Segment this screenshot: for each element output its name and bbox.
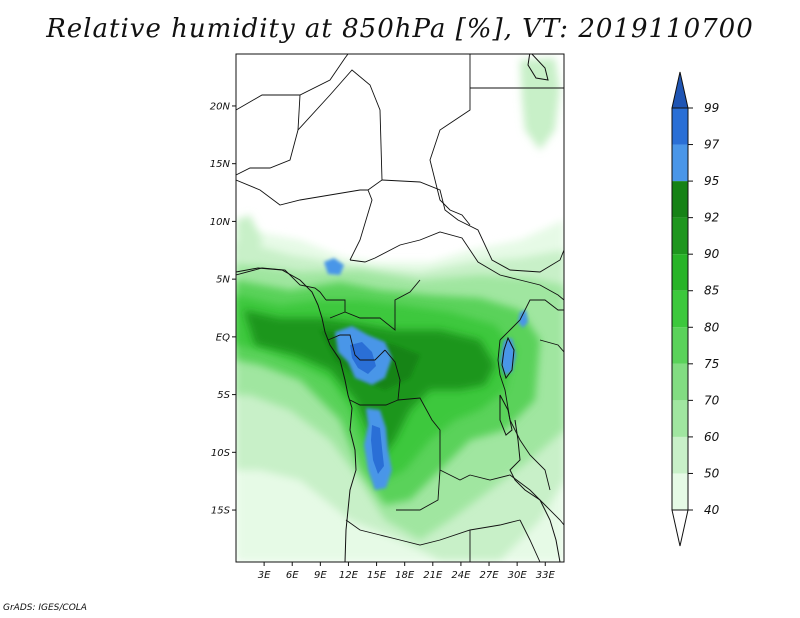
colorbar-label: 75 — [704, 357, 719, 371]
lat-tick-label: 10S — [211, 448, 231, 459]
colorbar-segment — [672, 108, 688, 145]
lon-tick-label: 15E — [367, 570, 387, 581]
lon-tick-label: 30E — [508, 570, 528, 581]
latitude-axis: 20N 15N 10N 5N EQ 5S 10S 15S — [210, 101, 236, 517]
colorbar-label: 70 — [704, 393, 720, 407]
colorbar-label: 50 — [704, 466, 720, 480]
rh-patch-97-cameroon — [324, 258, 344, 275]
chart-title: Relative humidity at 850hPa [%], VT: 201… — [46, 14, 754, 44]
lat-tick-label: EQ — [216, 332, 230, 343]
rh-patch-north-west — [236, 215, 262, 262]
colorbar-segment — [672, 400, 688, 437]
lon-tick-label: 12E — [339, 570, 359, 581]
lat-tick-label: 15N — [210, 159, 231, 170]
colorbar-frame — [671, 107, 689, 511]
colorbar-high-arrow — [671, 71, 689, 109]
rh-patch-99-angola — [371, 425, 384, 474]
coastlines — [236, 54, 561, 562]
lon-tick-label: 21E — [423, 570, 443, 581]
colorbar-segment — [672, 144, 688, 182]
credit-label: GrADS: IGES/COLA — [3, 603, 87, 613]
lon-tick-label: 24E — [451, 570, 471, 581]
colorbar-segment — [672, 181, 688, 218]
colorbar-label: 95 — [704, 174, 719, 188]
colorbar-segment — [672, 290, 688, 328]
colorbar-segment — [672, 363, 688, 401]
lon-tick-label: 6E — [286, 570, 299, 581]
map-frame — [235, 53, 565, 563]
colorbar-label: 92 — [704, 211, 719, 225]
lon-tick-label: 3E — [258, 570, 271, 581]
lon-tick-label: 33E — [536, 570, 556, 581]
lon-tick-label: 18E — [395, 570, 415, 581]
rh-patch-99-congo — [350, 342, 376, 374]
colorbar-segment — [672, 473, 688, 510]
lat-tick-label: 20N — [210, 101, 231, 112]
lon-tick-label: 27E — [480, 570, 500, 581]
colorbar: 40 50 60 70 75 80 85 90 92 95 97 99 — [671, 71, 720, 547]
lon-tick-label: 9E — [314, 570, 327, 581]
rh-patch-97-lakes-north — [518, 310, 528, 328]
humidity-field — [236, 58, 564, 562]
colorbar-label: 97 — [704, 138, 720, 152]
colorbar-label: 80 — [704, 320, 720, 334]
colorbar-low-arrow — [671, 509, 689, 547]
colorbar-segment — [672, 217, 688, 255]
longitude-axis: 3E 6E 9E 12E 15E 18E 21E 24E 27E 30E 33E — [258, 562, 556, 581]
lat-tick-label: 10N — [210, 217, 231, 228]
colorbar-segment — [672, 436, 688, 474]
colorbar-label: 99 — [704, 101, 719, 115]
lat-tick-label: 15S — [211, 506, 231, 517]
colorbar-label: 90 — [704, 247, 720, 261]
rh-patch-north-east — [520, 58, 560, 150]
lat-tick-label: 5S — [217, 390, 230, 401]
colorbar-label: 40 — [704, 503, 720, 517]
colorbar-label: 60 — [704, 430, 720, 444]
colorbar-segment — [672, 254, 688, 291]
lat-tick-label: 5N — [216, 275, 230, 286]
colorbar-label: 85 — [704, 284, 719, 298]
rh-band-90 — [244, 310, 495, 460]
colorbar-segment — [672, 327, 688, 364]
